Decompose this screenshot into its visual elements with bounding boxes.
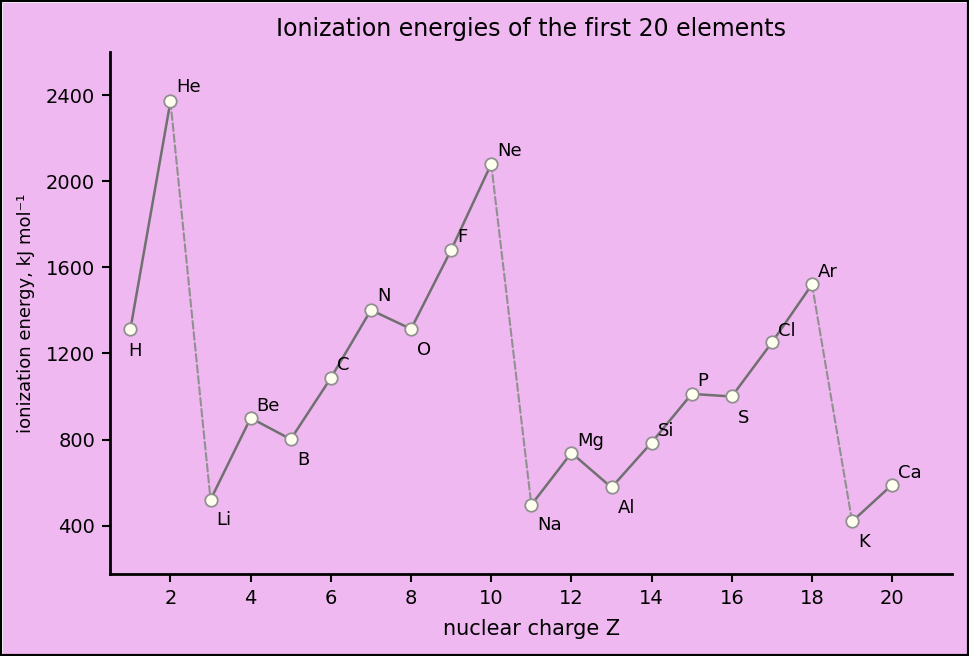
Text: Na: Na <box>538 516 562 535</box>
Text: N: N <box>377 287 391 305</box>
Text: Ne: Ne <box>497 142 522 160</box>
Text: B: B <box>297 451 309 469</box>
Text: H: H <box>128 342 141 360</box>
Text: K: K <box>859 533 870 551</box>
Text: Ar: Ar <box>818 262 838 281</box>
Text: S: S <box>737 409 749 427</box>
Text: Li: Li <box>216 511 232 529</box>
Text: P: P <box>698 372 708 390</box>
X-axis label: nuclear charge Z: nuclear charge Z <box>443 619 620 640</box>
Text: Si: Si <box>658 422 674 440</box>
Text: C: C <box>337 356 350 374</box>
Title: Ionization energies of the first 20 elements: Ionization energies of the first 20 elem… <box>276 16 786 41</box>
Text: Be: Be <box>257 397 280 415</box>
Text: Ca: Ca <box>898 464 922 482</box>
Text: Cl: Cl <box>778 321 796 340</box>
Text: O: O <box>417 342 431 359</box>
Y-axis label: ionization energy, kJ mol⁻¹: ionization energy, kJ mol⁻¹ <box>16 194 35 433</box>
Text: Al: Al <box>617 499 635 517</box>
Text: He: He <box>176 79 202 96</box>
Text: Mg: Mg <box>578 432 605 450</box>
Text: F: F <box>457 228 467 246</box>
